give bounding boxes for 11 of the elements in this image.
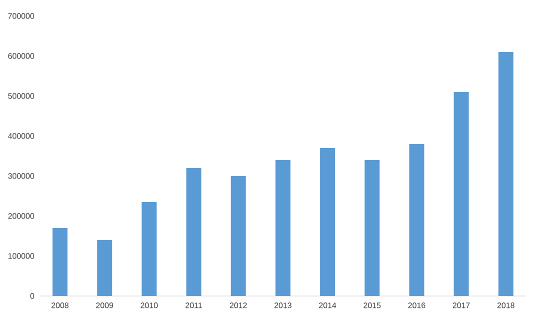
- bar: [320, 148, 336, 296]
- bar: [409, 144, 424, 296]
- bar: [275, 160, 290, 296]
- bar: [186, 168, 202, 296]
- bar: [142, 202, 157, 296]
- bar: [52, 228, 68, 296]
- bar: [454, 92, 469, 296]
- bar: [97, 240, 112, 296]
- bar: [230, 176, 246, 296]
- bar: [364, 160, 380, 296]
- bar: [498, 52, 514, 296]
